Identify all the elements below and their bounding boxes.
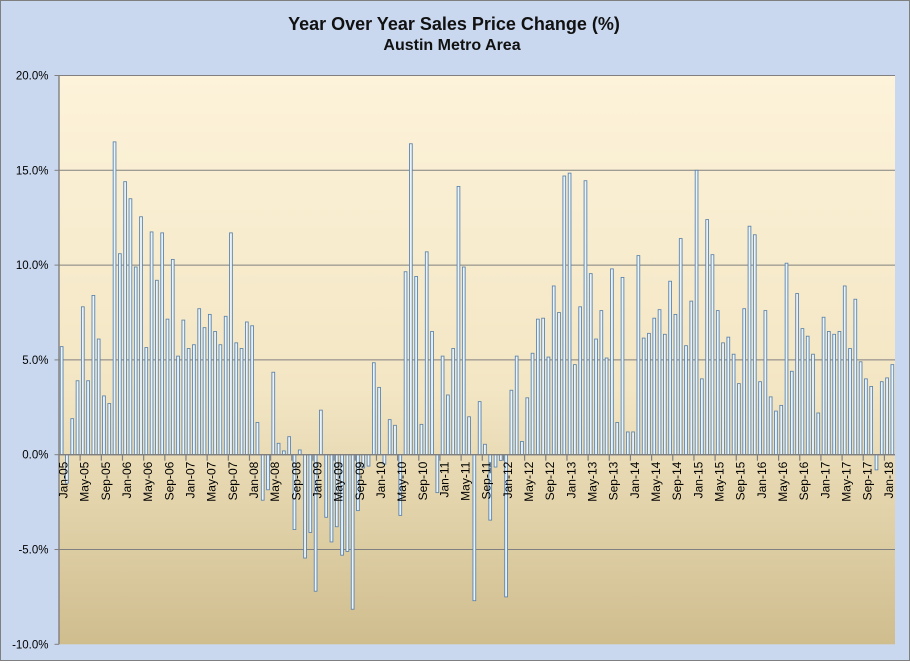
svg-text:May-11: May-11 [459,461,473,500]
svg-text:-10.0%: -10.0% [12,639,48,651]
svg-text:Jan-17: Jan-17 [818,461,832,498]
svg-text:Sep-16: Sep-16 [797,461,811,500]
svg-text:20.0%: 20.0% [16,71,49,83]
svg-text:May-05: May-05 [78,461,92,501]
svg-text:Sep-10: Sep-10 [416,461,430,500]
svg-text:Jan-14: Jan-14 [628,461,642,498]
svg-text:Jan-18: Jan-18 [882,461,896,498]
svg-text:Sep-15: Sep-15 [734,461,748,500]
svg-text:Sep-07: Sep-07 [226,461,240,500]
svg-text:Jan-11: Jan-11 [437,461,451,497]
svg-text:May-06: May-06 [141,461,155,501]
svg-text:May-16: May-16 [776,461,790,501]
svg-text:Sep-12: Sep-12 [543,461,557,500]
svg-text:15.0%: 15.0% [16,165,49,177]
svg-text:May-17: May-17 [840,461,854,501]
svg-text:Sep-14: Sep-14 [670,461,684,500]
svg-text:Sep-09: Sep-09 [353,461,367,500]
svg-text:May-15: May-15 [713,461,727,501]
svg-text:Sep-13: Sep-13 [607,461,621,500]
svg-text:Sep-17: Sep-17 [861,461,875,500]
svg-text:May-09: May-09 [332,461,346,501]
svg-text:Jan-16: Jan-16 [755,461,769,498]
svg-text:Sep-06: Sep-06 [162,461,176,500]
svg-text:Jan-12: Jan-12 [501,461,515,498]
svg-text:May-07: May-07 [205,461,219,501]
svg-text:Jan-09: Jan-09 [310,461,324,498]
svg-text:Sep-11: Sep-11 [480,461,494,499]
svg-text:5.0%: 5.0% [22,355,48,367]
svg-text:Austin Metro Area: Austin Metro Area [383,37,520,54]
svg-text:0.0%: 0.0% [22,450,48,462]
svg-text:Sep-05: Sep-05 [99,461,113,500]
svg-text:Year Over Year Sales Price Cha: Year Over Year Sales Price Change (%) [288,14,620,34]
svg-text:Jan-15: Jan-15 [691,461,705,498]
svg-text:Jan-07: Jan-07 [183,461,197,498]
svg-text:Jan-13: Jan-13 [564,461,578,498]
svg-text:May-10: May-10 [395,461,409,501]
svg-text:10.0%: 10.0% [16,260,49,272]
svg-text:Sep-08: Sep-08 [289,461,303,500]
svg-text:Jan-10: Jan-10 [374,461,388,498]
svg-text:-5.0%: -5.0% [18,545,48,557]
svg-text:May-14: May-14 [649,461,663,501]
svg-text:Jan-08: Jan-08 [247,461,261,498]
svg-text:Jan-06: Jan-06 [120,461,134,498]
svg-text:Jan-05: Jan-05 [56,461,70,498]
svg-text:May-12: May-12 [522,461,536,501]
svg-text:May-13: May-13 [586,461,600,501]
svg-text:May-08: May-08 [268,461,282,501]
